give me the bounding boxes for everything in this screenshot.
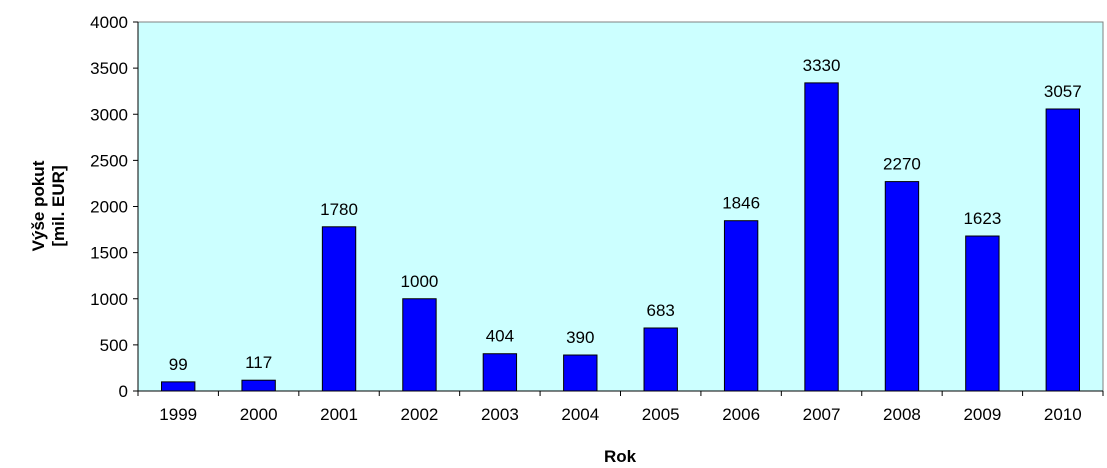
x-tick-label-2010: 2010 [1044, 405, 1082, 424]
y-tick-label: 4000 [90, 13, 128, 32]
y-axis-title-line1: Výše pokut [29, 160, 48, 251]
x-tick-label-2000: 2000 [240, 405, 278, 424]
data-label-1999: 99 [169, 355, 188, 374]
y-axis-ticks: 0 500 1000 1500 2000 2500 3000 3500 4000 [90, 13, 138, 401]
bar-2003 [482, 353, 518, 392]
y-tick-label: 500 [100, 336, 128, 355]
data-label-2008: 2270 [883, 155, 921, 174]
x-tick-label-1999: 1999 [159, 405, 197, 424]
x-tick-label-2002: 2002 [401, 405, 439, 424]
x-axis-title: Rok [604, 447, 637, 466]
bar-2002 [402, 298, 437, 392]
x-tick-label-2004: 2004 [561, 405, 599, 424]
bar-1999 [161, 381, 196, 392]
bar-2004 [563, 354, 598, 392]
bars [161, 82, 1080, 392]
data-label-2002: 1000 [401, 272, 439, 291]
data-label-2006: 1846 [722, 194, 760, 213]
plot-area [137, 21, 1104, 392]
bar-2005 [643, 327, 678, 392]
y-tick-label: 2500 [90, 151, 128, 170]
bar-2006 [723, 220, 759, 392]
x-tick-label-2001: 2001 [320, 405, 358, 424]
data-labels: 99 117 1780 1000 404 390 683 1846 3330 2270 1623 30… [169, 56, 1082, 374]
data-label-2001: 1780 [320, 200, 358, 219]
bar-2010 [1045, 108, 1080, 392]
bar-2001 [321, 226, 357, 392]
x-tick-label-2005: 2005 [642, 405, 680, 424]
bar-2000 [241, 379, 276, 392]
bar-2007 [804, 82, 839, 392]
data-label-2009: 1623 [963, 209, 1001, 228]
x-tick-label-2007: 2007 [803, 405, 841, 424]
data-label-2000: 117 [245, 353, 272, 372]
bar-2009 [965, 235, 1000, 392]
y-tick-label: 0 [119, 382, 128, 401]
x-tick-label-2006: 2006 [722, 405, 760, 424]
y-axis-title-line2: [mil. EUR] [49, 165, 68, 246]
data-label-2010: 3057 [1044, 82, 1082, 101]
y-tick-label: 1500 [90, 244, 128, 263]
x-tick-label-2009: 2009 [963, 405, 1001, 424]
y-tick-label: 3500 [90, 59, 128, 78]
x-tick-label-2003: 2003 [481, 405, 519, 424]
data-label-2005: 683 [647, 301, 675, 320]
y-tick-label: 3000 [90, 105, 128, 124]
data-label-2007: 3330 [803, 56, 841, 75]
bar-2008 [884, 181, 920, 392]
y-tick-label: 2000 [90, 198, 128, 217]
data-label-2003: 404 [486, 327, 514, 346]
x-tick-label-2008: 2008 [883, 405, 921, 424]
x-axis-ticks: 1999 2000 2001 2002 2003 2004 2005 2006 2007 2008… [137, 391, 1104, 424]
data-label-2004: 390 [566, 328, 594, 347]
y-tick-label: 1000 [90, 290, 128, 309]
